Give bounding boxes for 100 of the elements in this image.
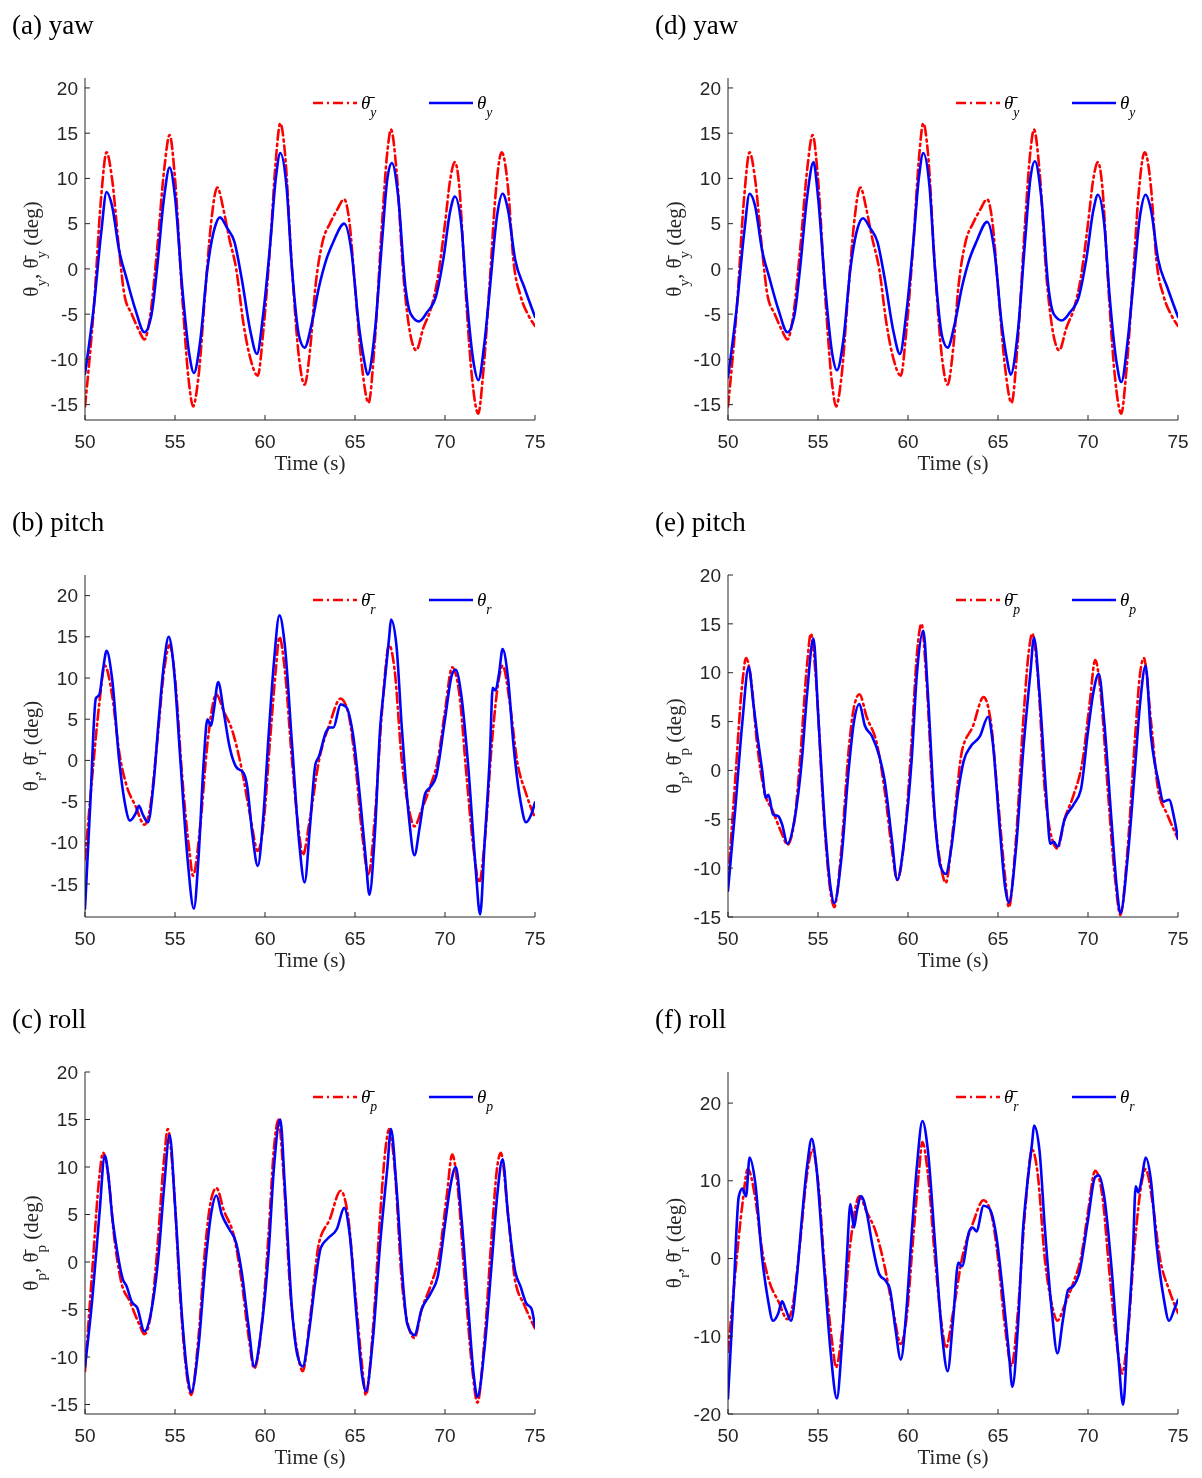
y-tick-label: -10	[693, 857, 721, 879]
x-tick-label: 55	[807, 928, 829, 949]
y-tick-label: 0	[67, 1251, 78, 1273]
x-tick-label: 65	[344, 431, 366, 452]
y-tick-label: 0	[67, 258, 78, 280]
y-tick-label: -15	[50, 394, 78, 416]
legend-label: θ$_{r}$	[477, 588, 493, 617]
y-tick-label: 20	[699, 1092, 721, 1114]
x-axis-title: Time (s)	[917, 948, 989, 972]
legend-label: θ̄$_{y}$	[1004, 91, 1021, 120]
y-tick-label: 15	[699, 613, 721, 635]
x-tick-label: 50	[74, 1425, 96, 1446]
y-tick-label: 20	[56, 1061, 78, 1083]
x-tick-label: 60	[254, 928, 276, 949]
y-tick-label: 5	[710, 213, 721, 235]
x-tick-label: 50	[717, 1425, 739, 1446]
y-tick-label: 10	[56, 1156, 78, 1178]
x-tick-label: 60	[897, 1425, 919, 1446]
y-tick-label: 10	[699, 1170, 721, 1192]
y-tick-label: -5	[61, 1299, 78, 1321]
x-axis-title: Time (s)	[917, 1445, 989, 1469]
legend-label: θ̄$_{r}$	[1004, 1085, 1020, 1114]
y-tick-label: 10	[699, 662, 721, 684]
y-tick-label: -20	[693, 1403, 721, 1425]
y-tick-label: 10	[56, 667, 78, 689]
x-axis-title: Time (s)	[274, 451, 346, 475]
legend-label: θ̄$_{r}$	[361, 588, 377, 617]
legend-label: θ$_{y}$	[1120, 91, 1137, 120]
y-tick-label: 15	[56, 1109, 78, 1131]
y-tick-label: -15	[693, 906, 721, 928]
x-axis-title: Time (s)	[274, 948, 346, 972]
y-tick-label: -5	[61, 303, 78, 325]
x-tick-label: 70	[1077, 1425, 1099, 1446]
x-tick-label: 50	[717, 431, 739, 452]
chart-title: (e) pitch	[655, 507, 747, 537]
legend-label: θ$_{y}$	[477, 91, 494, 120]
x-tick-label: 60	[897, 431, 919, 452]
y-tick-label: 20	[699, 77, 721, 99]
x-tick-label: 50	[74, 431, 96, 452]
y-tick-label: 10	[56, 168, 78, 190]
chart-title: (c) roll	[12, 1004, 87, 1034]
x-tick-label: 50	[74, 928, 96, 949]
x-tick-label: 50	[717, 928, 739, 949]
y-tick-label: 5	[67, 1204, 78, 1226]
line-series	[85, 121, 535, 415]
x-tick-label: 55	[164, 1425, 186, 1446]
y-tick-label: -5	[704, 808, 721, 830]
x-tick-label: 65	[987, 1425, 1009, 1446]
x-tick-label: 75	[524, 431, 546, 452]
x-tick-label: 65	[344, 1425, 366, 1446]
x-tick-label: 55	[807, 431, 829, 452]
legend-label: θ̄$_{y}$	[361, 91, 378, 120]
line-series	[728, 1140, 1178, 1375]
y-tick-label: 20	[56, 77, 78, 99]
legend-label: θ̄$_{p}$	[361, 1085, 378, 1114]
line-series	[85, 151, 535, 382]
y-tick-label: -10	[50, 832, 78, 854]
y-tick-label: 20	[699, 564, 721, 586]
y-tick-label: 5	[67, 708, 78, 730]
y-tick-label: -5	[704, 303, 721, 325]
x-tick-label: 70	[1077, 431, 1099, 452]
line-series	[728, 1119, 1178, 1406]
y-tick-label: 20	[56, 585, 78, 607]
y-tick-label: 0	[710, 258, 721, 280]
legend-label: θ$_{p}$	[1120, 588, 1137, 617]
line-series	[85, 635, 535, 884]
x-tick-label: 70	[434, 928, 456, 949]
y-tick-label: 5	[710, 711, 721, 733]
chart-title: (a) yaw	[12, 10, 95, 40]
x-tick-label: 60	[897, 928, 919, 949]
y-tick-label: 10	[699, 168, 721, 190]
y-tick-label: -15	[50, 1394, 78, 1416]
y-tick-label: -10	[50, 1346, 78, 1368]
x-tick-label: 75	[524, 1425, 546, 1446]
x-tick-label: 70	[434, 431, 456, 452]
line-series	[728, 151, 1178, 384]
x-tick-label: 65	[987, 928, 1009, 949]
x-tick-label: 75	[1167, 431, 1189, 452]
y-tick-label: -15	[693, 394, 721, 416]
x-tick-label: 55	[164, 928, 186, 949]
y-tick-label: 15	[56, 626, 78, 648]
y-tick-label: 15	[56, 122, 78, 144]
legend-label: θ$_{p}$	[477, 1085, 494, 1114]
x-axis-title: Time (s)	[917, 451, 989, 475]
x-tick-label: 75	[1167, 1425, 1189, 1446]
x-axis-title: Time (s)	[274, 1445, 346, 1469]
x-tick-label: 75	[1167, 928, 1189, 949]
chart-title: (b) pitch	[12, 507, 105, 537]
x-tick-label: 75	[524, 928, 546, 949]
chart-title: (f) roll	[655, 1004, 727, 1034]
y-tick-label: -15	[50, 873, 78, 895]
x-tick-label: 70	[434, 1425, 456, 1446]
x-tick-label: 65	[344, 928, 366, 949]
x-tick-label: 55	[164, 431, 186, 452]
y-tick-label: -10	[50, 349, 78, 371]
y-tick-label: 0	[67, 750, 78, 772]
x-tick-label: 65	[987, 431, 1009, 452]
line-series	[728, 121, 1178, 415]
x-tick-label: 70	[1077, 928, 1099, 949]
legend-label: θ̄$_{p}$	[1004, 588, 1021, 617]
